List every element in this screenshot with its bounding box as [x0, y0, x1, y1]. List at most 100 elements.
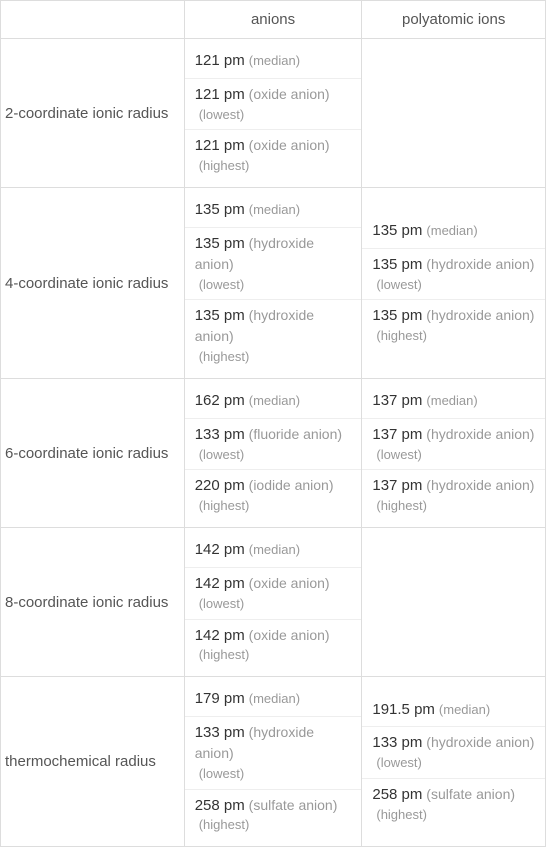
- cell-polyatomic: [362, 39, 546, 188]
- row-header: 6-coordinate ionic radius: [1, 378, 185, 527]
- value-block: 137 pm (hydroxide anion) (lowest): [362, 418, 545, 470]
- value-stat: (lowest): [199, 766, 352, 783]
- value-block: 220 pm (iodide anion)(highest): [185, 469, 362, 521]
- value-block: 258 pm (sulfate anion)(highest): [362, 778, 545, 830]
- value-species: (sulfate anion): [245, 797, 338, 813]
- value-stat: (median): [249, 542, 300, 557]
- value-block: 135 pm (hydroxide anion) (lowest): [362, 248, 545, 300]
- value-stat: (highest): [199, 349, 352, 366]
- value-stat: (lowest): [199, 277, 352, 294]
- value-number: 135 pm: [195, 201, 245, 218]
- value-number: 133 pm: [372, 734, 422, 751]
- value-stat: (highest): [199, 647, 352, 664]
- value-stat: (lowest): [376, 277, 535, 294]
- table-row: 4-coordinate ionic radius135 pm(median)1…: [1, 188, 546, 379]
- value-species: (hydroxide anion): [422, 307, 534, 323]
- row-header: 2-coordinate ionic radius: [1, 39, 185, 188]
- ionic-radius-table: anions polyatomic ions 2-coordinate ioni…: [0, 0, 546, 847]
- value-stat: (lowest): [376, 755, 535, 772]
- value-number: 133 pm: [195, 724, 245, 741]
- value-number: 258 pm: [372, 786, 422, 803]
- value-species: (oxide anion): [245, 627, 330, 643]
- cell-anions: 162 pm (median) 133 pm (fluoride anion)(lo…: [184, 378, 362, 527]
- value-number: 191.5 pm: [372, 701, 435, 718]
- value-stat: (lowest): [199, 107, 352, 124]
- value-block: 135 pm (median): [185, 194, 362, 227]
- table-row: 8-coordinate ionic radius142 pm(median)1…: [1, 528, 546, 677]
- value-block: 179 pm (median): [185, 683, 362, 716]
- value-block: 135 pm (hydroxide anion)(highest): [362, 299, 545, 351]
- value-species: (fluoride anion): [245, 426, 342, 442]
- value-number: 179 pm: [195, 690, 245, 707]
- value-block: 142 pm (oxide anion) (highest): [185, 619, 362, 671]
- value-stat: (lowest): [199, 596, 352, 613]
- table-row: 6-coordinate ionic radius162 pm(median)1…: [1, 378, 546, 527]
- value-number: 121 pm: [195, 86, 245, 103]
- value-block: 133 pm (hydroxide anion) (lowest): [362, 726, 545, 778]
- value-number: 121 pm: [195, 52, 245, 69]
- value-species: (hydroxide anion): [422, 426, 534, 442]
- value-stat: (median): [249, 53, 300, 68]
- value-number: 137 pm: [372, 392, 422, 409]
- value-species: (hydroxide anion): [422, 256, 534, 272]
- value-species: (oxide anion): [245, 86, 330, 102]
- row-header: 4-coordinate ionic radius: [1, 188, 185, 379]
- value-number: 121 pm: [195, 137, 245, 154]
- value-block: 121 pm (median): [185, 45, 362, 78]
- value-stat: (median): [426, 223, 477, 238]
- column-header-anions: anions: [184, 1, 362, 39]
- value-block: 142 pm (oxide anion)(lowest): [185, 567, 362, 619]
- value-block: 135 pm (median): [362, 215, 545, 248]
- value-number: 137 pm: [372, 426, 422, 443]
- value-block: 142 pm (median): [185, 534, 362, 567]
- value-number: 142 pm: [195, 575, 245, 592]
- row-header: thermochemical radius: [1, 677, 185, 847]
- value-block: 121 pm (oxide anion) (lowest): [185, 78, 362, 130]
- value-species: (hydroxide anion): [422, 734, 534, 750]
- value-stat: (highest): [199, 158, 352, 175]
- column-header-polyatomic: polyatomic ions: [362, 1, 546, 39]
- value-stat: (median): [249, 691, 300, 706]
- value-number: 133 pm: [195, 426, 245, 443]
- value-stat: (median): [249, 202, 300, 217]
- value-stat: (highest): [376, 328, 535, 345]
- value-number: 162 pm: [195, 392, 245, 409]
- value-block: 133 pm (hydroxide anion)(lowest): [185, 716, 362, 788]
- value-block: 133 pm (fluoride anion)(lowest): [185, 418, 362, 470]
- value-number: 135 pm: [372, 222, 422, 239]
- table-row: 2-coordinate ionic radius121 pm(median)1…: [1, 39, 546, 188]
- row-header: 8-coordinate ionic radius: [1, 528, 185, 677]
- value-species: (iodide anion): [245, 477, 334, 493]
- cell-polyatomic: [362, 528, 546, 677]
- value-stat: (highest): [199, 498, 352, 515]
- corner-cell: [1, 1, 185, 39]
- value-block: 137 pm (hydroxide anion)(highest): [362, 469, 545, 521]
- value-species: (hydroxide anion): [422, 477, 534, 493]
- value-stat: (median): [426, 393, 477, 408]
- value-block: 135 pm (hydroxide anion)(lowest): [185, 227, 362, 299]
- value-block: 137 pm (median): [362, 385, 545, 418]
- cell-anions: 135 pm (median) 135 pm (hydroxide anion)(l…: [184, 188, 362, 379]
- table-header-row: anions polyatomic ions: [1, 1, 546, 39]
- value-block: 258 pm (sulfate anion)(highest): [185, 789, 362, 841]
- cell-polyatomic: 191.5 pm (median) 133 pm (hydroxide anion)…: [362, 677, 546, 847]
- value-stat: (median): [249, 393, 300, 408]
- value-block: 162 pm (median): [185, 385, 362, 418]
- value-block: 135 pm (hydroxide anion)(highest): [185, 299, 362, 371]
- value-number: 135 pm: [195, 307, 245, 324]
- value-block: 191.5 pm (median): [362, 694, 545, 727]
- cell-anions: 121 pm (median) 121 pm (oxide anion) (lowes…: [184, 39, 362, 188]
- value-species: (oxide anion): [245, 137, 330, 153]
- value-number: 137 pm: [372, 477, 422, 494]
- cell-polyatomic: 137 pm (median) 137 pm (hydroxide anion) (l…: [362, 378, 546, 527]
- value-number: 135 pm: [372, 256, 422, 273]
- value-number: 142 pm: [195, 541, 245, 558]
- value-stat: (highest): [376, 807, 535, 824]
- cell-anions: 142 pm(median)142 pm (oxide anion)(lowes…: [184, 528, 362, 677]
- cell-polyatomic: 135 pm (median) 135 pm (hydroxide anion) (l…: [362, 188, 546, 379]
- value-number: 142 pm: [195, 627, 245, 644]
- table-row: thermochemical radius 179 pm (median) 133 p…: [1, 677, 546, 847]
- value-stat: (lowest): [376, 447, 535, 464]
- value-stat: (highest): [199, 817, 352, 834]
- value-stat: (median): [439, 702, 490, 717]
